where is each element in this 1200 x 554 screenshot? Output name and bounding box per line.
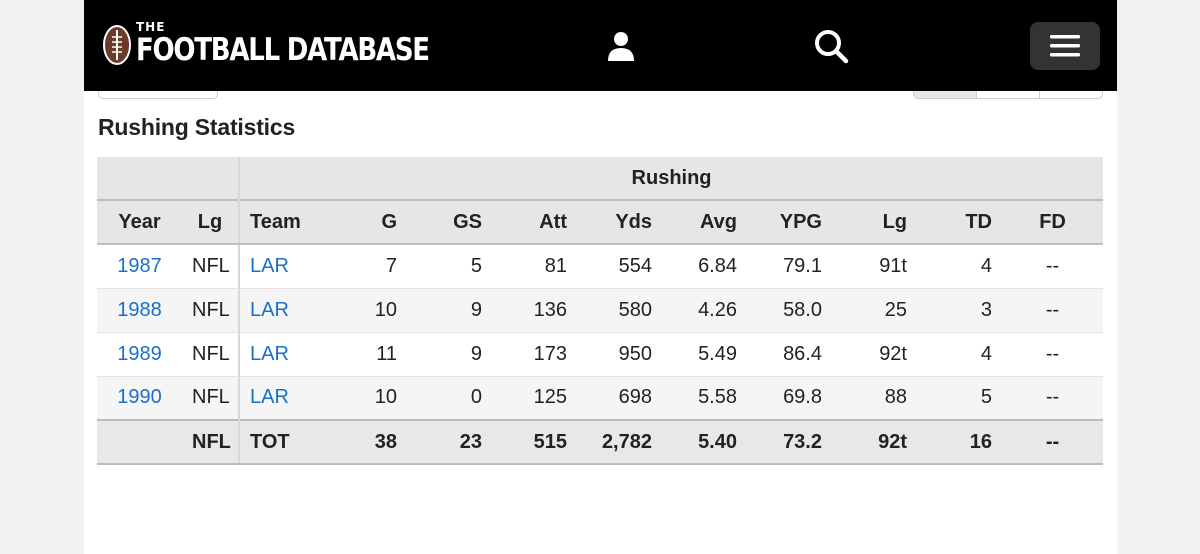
toggle-segment-2[interactable] [977,91,1040,98]
col-header-team[interactable]: Team [239,199,339,245]
total-year-cell [97,419,182,465]
total-games-started-cell: 23 [407,419,492,465]
long-cell: 88 [832,376,917,421]
toggle-segment-1[interactable] [914,91,977,98]
top-navigation-bar: THE FOOTBALL DATABASE [84,0,1117,91]
league-cell: NFL [182,244,240,289]
col-header-attempts[interactable]: Att [492,199,577,245]
attempts-cell: 136 [492,288,577,333]
games-cell: 11 [339,332,407,377]
col-header-games-started[interactable]: GS [407,199,492,245]
logo-main-text: FOOTBALL DATABASE [136,32,430,68]
first-downs-cell: -- [1002,244,1104,289]
group-header-row: Rushing [97,157,1104,200]
col-header-average[interactable]: Avg [662,199,747,245]
yards-per-game-cell: 69.8 [747,376,832,421]
games-started-cell: 5 [407,244,492,289]
table-row: 1988 NFL LAR 10 9 136 580 4.26 58.0 25 3… [97,288,1104,333]
games-cell: 10 [339,376,407,421]
league-cell: NFL [182,376,240,421]
games-cell: 7 [339,244,407,289]
team-link[interactable]: LAR [250,298,289,321]
col-header-first-downs[interactable]: FD [1002,199,1104,245]
first-downs-cell: -- [1002,288,1104,333]
col-header-games[interactable]: G [339,199,407,245]
table-row: 1989 NFL LAR 11 9 173 950 5.49 86.4 92t … [97,332,1104,377]
menu-button[interactable] [1030,22,1100,70]
total-long-cell: 92t [832,419,917,465]
col-header-year[interactable]: Year [97,199,182,245]
average-cell: 5.49 [662,332,747,377]
touchdowns-cell: 4 [917,332,1002,377]
games-started-cell: 9 [407,332,492,377]
yards-cell: 950 [577,332,662,377]
user-icon [608,32,634,61]
col-header-touchdowns[interactable]: TD [917,199,1002,245]
page: THE FOOTBALL DATABASE [84,0,1117,554]
total-yards-per-game-cell: 73.2 [747,419,832,465]
average-cell: 4.26 [662,288,747,333]
col-header-long[interactable]: Lg [832,199,917,245]
group-header-blank [97,157,240,200]
long-cell: 25 [832,288,917,333]
table-row: 1990 NFL LAR 10 0 125 698 5.58 69.8 88 5… [97,376,1104,421]
search-button[interactable] [807,22,855,70]
table-row: 1987 NFL LAR 7 5 81 554 6.84 79.1 91t 4 … [97,244,1104,289]
average-cell: 6.84 [662,244,747,289]
user-account-button[interactable] [597,22,645,70]
attempts-cell: 173 [492,332,577,377]
long-cell: 91t [832,244,917,289]
yards-cell: 554 [577,244,662,289]
col-header-yards[interactable]: Yds [577,199,662,245]
total-league-cell: NFL [182,419,240,465]
totals-row: NFL TOT 38 23 515 2,782 5.40 73.2 92t 16… [97,419,1104,465]
yards-per-game-cell: 86.4 [747,332,832,377]
search-icon [815,30,849,64]
team-link[interactable]: LAR [250,254,289,277]
league-cell: NFL [182,332,240,377]
toggle-segment-3[interactable] [1040,91,1102,98]
touchdowns-cell: 3 [917,288,1002,333]
yards-cell: 698 [577,376,662,421]
col-header-league[interactable]: Lg [182,199,240,245]
football-icon [103,25,131,65]
year-link[interactable]: 1989 [117,342,162,365]
team-link[interactable]: LAR [250,386,289,409]
col-header-yards-per-game[interactable]: YPG [747,199,832,245]
total-yards-cell: 2,782 [577,419,662,465]
league-cell: NFL [182,288,240,333]
touchdowns-cell: 4 [917,244,1002,289]
total-games-cell: 38 [339,419,407,465]
rushing-stats-table: Rushing Year Lg Team G GS Att Yds Avg YP… [97,157,1104,465]
section-title: Rushing Statistics [98,114,296,140]
long-cell: 92t [832,332,917,377]
total-attempts-cell: 515 [492,419,577,465]
team-link[interactable]: LAR [250,342,289,365]
first-downs-cell: -- [1002,376,1104,421]
group-header-rushing: Rushing [239,157,1104,200]
touchdowns-cell: 5 [917,376,1002,421]
games-started-cell: 9 [407,288,492,333]
games-cell: 10 [339,288,407,333]
year-link[interactable]: 1987 [117,254,162,277]
yards-per-game-cell: 58.0 [747,288,832,333]
logo-small-text: THE [136,20,166,34]
year-link[interactable]: 1988 [117,298,162,321]
total-first-downs-cell: -- [1002,419,1104,465]
total-average-cell: 5.40 [662,419,747,465]
attempts-cell: 81 [492,244,577,289]
total-touchdowns-cell: 16 [917,419,1002,465]
total-team-cell: TOT [239,419,339,465]
dropdown-button-partial[interactable] [98,91,218,99]
view-toggle-group-partial[interactable] [913,91,1103,99]
yards-cell: 580 [577,288,662,333]
first-downs-cell: -- [1002,332,1104,377]
yards-per-game-cell: 79.1 [747,244,832,289]
hamburger-menu-icon [1050,35,1080,57]
games-started-cell: 0 [407,376,492,421]
year-link[interactable]: 1990 [117,386,162,409]
column-header-row: Year Lg Team G GS Att Yds Avg YPG Lg TD … [97,199,1104,245]
average-cell: 5.58 [662,376,747,421]
attempts-cell: 125 [492,376,577,421]
